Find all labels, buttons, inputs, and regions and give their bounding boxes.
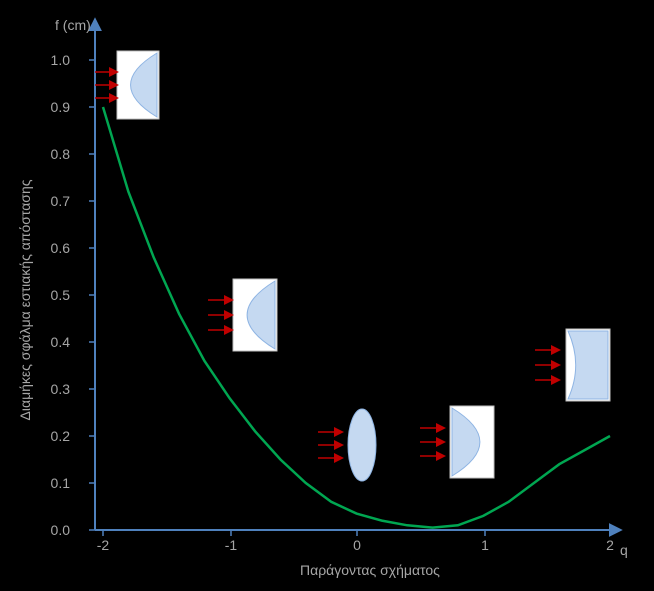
- x-tick-label: -1: [225, 537, 238, 553]
- y-tick-label: 0.1: [51, 475, 71, 491]
- x-axis-label: Παράγοντας σχήματος: [300, 562, 440, 578]
- y-tick-label: 0.3: [51, 381, 71, 397]
- y-tick-label: 0.6: [51, 240, 71, 256]
- y-tick-label: 0.9: [51, 99, 71, 115]
- y-axis-unit-label: f (cm): [55, 17, 91, 33]
- y-tick-label: 0.0: [51, 522, 71, 538]
- y-tick-label: 0.5: [51, 287, 71, 303]
- aberration-chart: -2 -1 0 1 2 0.0 0.1 0.2 0.3 0.4 0.5 0.6 0.7 0.8 0.9 1.0…: [0, 0, 654, 591]
- y-tick-label: 0.7: [51, 193, 71, 209]
- x-axis-unit-label: q: [620, 542, 628, 558]
- y-tick-label: 0.4: [51, 334, 71, 350]
- y-tick-label: 0.2: [51, 428, 71, 444]
- x-tick-label: 2: [606, 537, 614, 553]
- x-tick-label: 1: [481, 537, 489, 553]
- y-tick-label: 1.0: [51, 52, 71, 68]
- x-tick-label: -2: [97, 537, 110, 553]
- x-tick-label: 0: [353, 537, 361, 553]
- y-tick-label: 0.8: [51, 146, 71, 162]
- y-axis-label: Διαμήκες σφάλμα εστιακής απόστασης: [17, 179, 33, 420]
